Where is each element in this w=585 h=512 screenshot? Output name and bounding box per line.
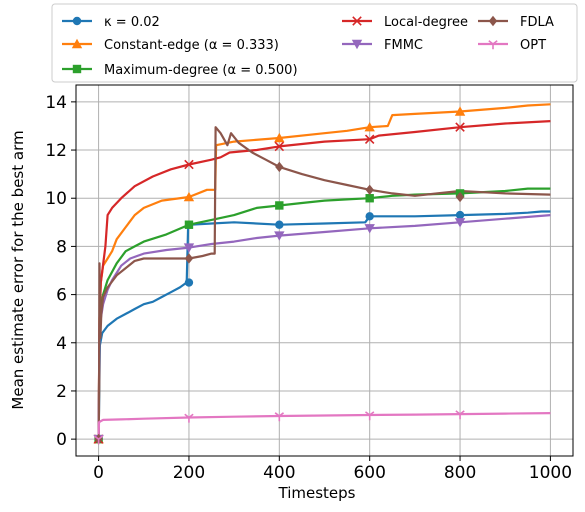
- series-marker-4: [184, 159, 194, 170]
- y-tick-label: 10: [45, 189, 67, 209]
- series-marker-2: [364, 121, 375, 132]
- series-marker-4: [364, 134, 375, 144]
- series-line-3: [97, 187, 551, 440]
- legend-label: Constant-edge (α = 0.333): [104, 38, 279, 53]
- legend: κ = 0.02 Constant-edge (α = 0.333) Maximum…: [51, 3, 578, 83]
- series-markers: [93, 106, 466, 445]
- x-tick-label: 400: [263, 463, 295, 483]
- legend-marker: [71, 38, 83, 49]
- y-tick-label: 4: [56, 334, 67, 354]
- series-marker-2: [454, 106, 466, 116]
- series-marker-7: [364, 411, 375, 421]
- y-tick-label: 0: [56, 430, 67, 450]
- grid-lines: [76, 85, 573, 456]
- legend-marker: [351, 39, 363, 50]
- y-axis-title: Mean estimate error for the best arm: [9, 130, 27, 409]
- legend-label: Maximum-degree (α = 0.500): [104, 63, 298, 78]
- series-marker-1: [275, 220, 284, 229]
- series-marker-7: [274, 412, 285, 422]
- x-tick-label: 800: [444, 463, 476, 483]
- series-line-1: [97, 210, 551, 440]
- series-marker-3: [275, 201, 284, 210]
- series-marker-1: [455, 210, 465, 220]
- legend-marker: [488, 15, 498, 27]
- series-marker-7: [184, 413, 194, 423]
- legend-label: Local-degree: [384, 15, 468, 30]
- series-line-4: [97, 120, 551, 440]
- x-axis-title: Timesteps: [278, 484, 356, 502]
- x-tick-label: 200: [173, 463, 205, 483]
- legend-label: OPT: [520, 38, 546, 53]
- legend-marker: [72, 16, 82, 26]
- y-tick-label: 12: [45, 141, 67, 161]
- y-tick-label: 6: [56, 286, 67, 306]
- series-marker-4: [274, 141, 285, 152]
- legend-label: FMMC: [384, 38, 423, 53]
- series-marker-6: [455, 191, 465, 203]
- series-line-2: [97, 103, 551, 440]
- series-line-7: [97, 412, 551, 440]
- legend-marker: [352, 16, 362, 26]
- legend-marker: [488, 40, 498, 50]
- series-marker-6: [275, 161, 284, 173]
- series-marker-3: [365, 194, 374, 203]
- x-tick-label: 600: [353, 463, 385, 483]
- series-marker-6: [365, 184, 374, 195]
- series-marker-2: [274, 132, 285, 143]
- series-marker-5: [274, 231, 285, 241]
- series-marker-5: [183, 243, 195, 253]
- legend-label: FDLA: [520, 15, 554, 30]
- legend-label: κ = 0.02: [104, 15, 160, 30]
- plot-frame: [75, 84, 574, 457]
- series-line-5: [97, 214, 551, 440]
- series-marker-2: [183, 191, 195, 202]
- series-marker-7: [93, 435, 104, 445]
- series-lines: [97, 103, 551, 440]
- series-marker-7: [455, 410, 465, 420]
- x-tick-label: 0: [93, 463, 104, 483]
- series-line-6: [97, 126, 551, 440]
- y-tick-label: 8: [56, 237, 67, 257]
- legend-frame: [51, 3, 578, 83]
- series-marker-5: [454, 218, 466, 228]
- series-marker-1: [184, 278, 194, 287]
- axis-ticks: 0 200 400 600 800 1000 0 2 4 6 8 10 12 14: [45, 93, 572, 483]
- series-marker-5: [364, 224, 375, 234]
- x-tick-label: 1000: [529, 463, 572, 483]
- series-marker-3: [184, 220, 194, 229]
- y-tick-label: 2: [56, 382, 67, 402]
- series-marker-1: [365, 212, 374, 221]
- series-marker-4: [455, 122, 465, 132]
- legend-marker: [72, 64, 82, 74]
- series-marker-6: [184, 253, 194, 264]
- y-tick-label: 14: [45, 93, 67, 113]
